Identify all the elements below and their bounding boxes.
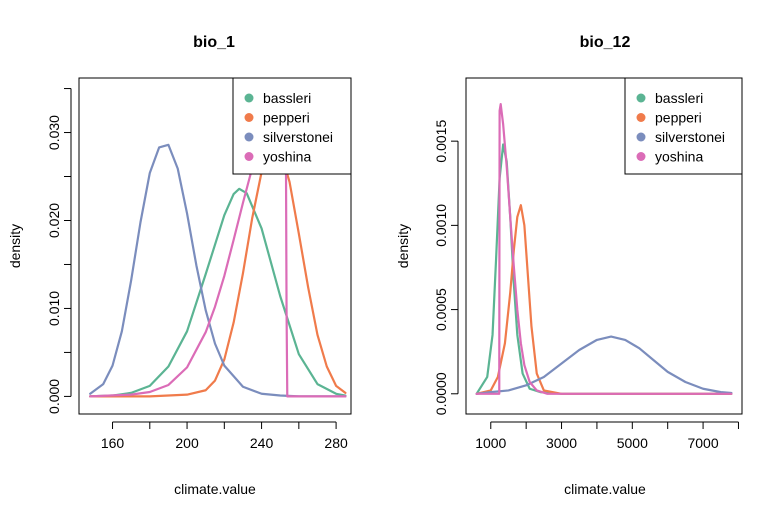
x-tick-label: 5000 — [617, 435, 648, 451]
legend-label: silverstonei — [655, 129, 725, 145]
series-line-yoshina — [475, 103, 733, 395]
legend-marker-pepperi — [636, 113, 646, 122]
legend-marker-silverstonei — [636, 132, 646, 142]
chart-title: bio_12 — [580, 34, 631, 51]
chart-panel-bio-1: bio_1 160 200 240 280 0.000 0.010 0.020 0.030 c… — [7, 34, 352, 497]
series-line-pepperi — [89, 146, 347, 398]
axis-ticks: 1000 3000 5000 7000 0.0000 0.0005 0.0010 0.0015 — [433, 120, 739, 451]
x-tick-label: 3000 — [546, 435, 577, 451]
x-axis-label: climate.value — [564, 481, 646, 497]
x-tick-label: 7000 — [687, 435, 718, 451]
series-line-silverstonei — [475, 335, 733, 395]
series-line-bassleri — [89, 187, 347, 398]
y-tick-label: 0.0010 — [433, 204, 449, 247]
plot-area — [475, 103, 733, 395]
legend: bassleri pepperi silverstonei yoshina — [232, 77, 352, 175]
axis-ticks: 160 200 240 280 0.000 0.010 0.020 0.030 — [46, 88, 348, 451]
legend-marker-bassleri — [636, 93, 646, 103]
legend-marker-yoshina — [636, 152, 646, 161]
y-tick-label: 0.0015 — [433, 120, 449, 163]
x-tick-label: 200 — [175, 435, 199, 451]
legend-label: bassleri — [655, 90, 703, 106]
y-tick-label: 0.020 — [46, 203, 62, 238]
legend-label: bassleri — [263, 90, 311, 106]
chart-panel-bio-12: bio_12 1000 3000 5000 7000 0.0000 0.0005 0.001… — [395, 34, 743, 497]
legend-marker-silverstonei — [244, 132, 254, 142]
legend-marker-yoshina — [244, 152, 254, 161]
x-tick-label: 280 — [324, 435, 348, 451]
legend-label: pepperi — [263, 110, 310, 126]
y-tick-label: 0.0000 — [433, 372, 449, 415]
y-tick-label: 0.030 — [46, 115, 62, 150]
legend-label: pepperi — [655, 110, 702, 126]
legend-marker-pepperi — [244, 113, 254, 122]
x-tick-label: 240 — [250, 435, 274, 451]
series-line-silverstonei — [89, 143, 347, 398]
legend: bassleri pepperi silverstonei yoshina — [624, 77, 743, 175]
y-tick-label: 0.010 — [46, 291, 62, 326]
legend-label: yoshina — [655, 149, 703, 165]
chart-title: bio_1 — [193, 34, 235, 51]
plot-frame — [465, 77, 743, 415]
y-tick-label: 0.0005 — [433, 288, 449, 331]
y-axis-label: density — [7, 224, 23, 268]
plot-frame — [78, 77, 352, 415]
legend-label: yoshina — [263, 149, 311, 165]
legend-label: silverstonei — [263, 129, 333, 145]
y-axis-label: density — [395, 224, 411, 268]
y-tick-label: 0.000 — [46, 379, 62, 414]
x-tick-label: 1000 — [475, 435, 506, 451]
x-tick-label: 160 — [101, 435, 125, 451]
legend-marker-bassleri — [244, 93, 254, 103]
x-axis-label: climate.value — [174, 481, 256, 497]
